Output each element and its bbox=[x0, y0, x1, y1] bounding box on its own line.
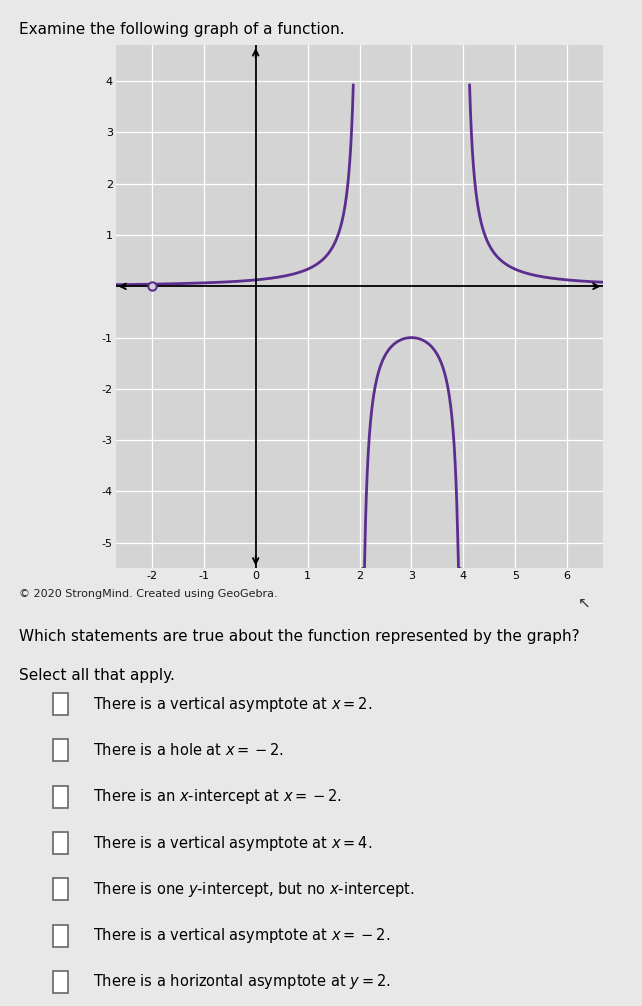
Bar bbox=[53, 971, 68, 993]
Text: Examine the following graph of a function.: Examine the following graph of a functio… bbox=[19, 22, 345, 37]
Bar bbox=[53, 739, 68, 762]
Text: There is a vertical asymptote at $x = 4$.: There is a vertical asymptote at $x = 4$… bbox=[93, 834, 372, 852]
Text: Which statements are true about the function represented by the graph?: Which statements are true about the func… bbox=[19, 629, 580, 644]
Bar bbox=[53, 878, 68, 900]
Text: There is a vertical asymptote at $x = -2$.: There is a vertical asymptote at $x = -2… bbox=[93, 927, 390, 945]
Text: There is one $y$-intercept, but no $x$-intercept.: There is one $y$-intercept, but no $x$-i… bbox=[93, 880, 415, 898]
Bar bbox=[53, 832, 68, 854]
Bar bbox=[53, 925, 68, 947]
Text: ↖: ↖ bbox=[578, 596, 591, 611]
Text: There is an $x$-intercept at $x = -2$.: There is an $x$-intercept at $x = -2$. bbox=[93, 788, 342, 806]
Text: Select all that apply.: Select all that apply. bbox=[19, 668, 175, 683]
Text: There is a horizontal asymptote at $y = 2$.: There is a horizontal asymptote at $y = … bbox=[93, 973, 391, 991]
Text: There is a vertical asymptote at $x = 2$.: There is a vertical asymptote at $x = 2$… bbox=[93, 695, 372, 713]
Bar bbox=[53, 693, 68, 715]
Text: © 2020 StrongMind. Created using GeoGebra.: © 2020 StrongMind. Created using GeoGebr… bbox=[19, 589, 278, 599]
Text: There is a hole at $x = -2$.: There is a hole at $x = -2$. bbox=[93, 742, 284, 759]
Bar bbox=[53, 786, 68, 808]
